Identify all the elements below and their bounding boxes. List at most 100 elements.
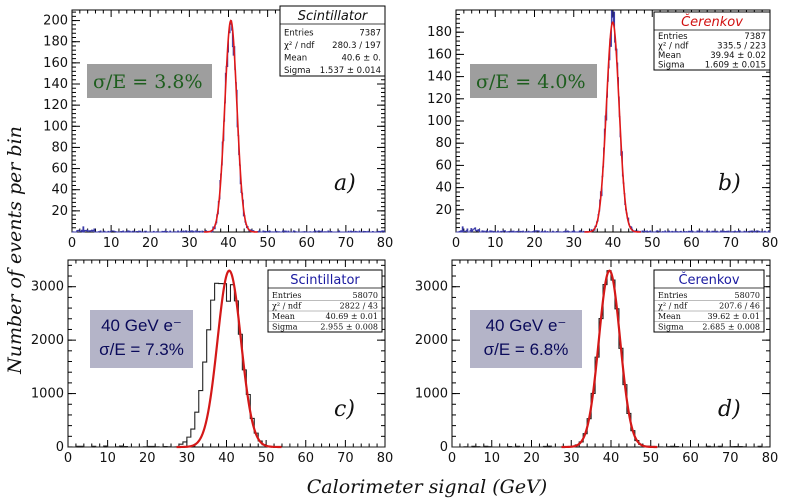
resolution-text: σ/E = 4.0% — [476, 71, 586, 93]
x-tick-label: 50 — [258, 451, 275, 466]
stats-key: Entries — [658, 32, 688, 42]
x-tick-label: 40 — [605, 236, 622, 251]
y-tick-label: 140 — [43, 77, 68, 92]
resolution-text: 40 GeV e⁻ — [101, 316, 182, 335]
x-tick-label: 0 — [448, 451, 456, 466]
x-tick-label: 0 — [64, 451, 72, 466]
stats-title: Scintillator — [298, 9, 369, 24]
x-tick-label: 10 — [99, 451, 116, 466]
x-tick-label: 80 — [377, 451, 394, 466]
x-tick-label: 70 — [722, 236, 739, 251]
y-tick-label: 180 — [43, 35, 68, 50]
stats-value: 40.6 ± 0. — [341, 53, 381, 63]
x-tick-label: 60 — [298, 236, 315, 251]
gaussian-fit-line — [176, 269, 282, 449]
resolution-box — [90, 310, 193, 368]
y-tick-label: 20 — [51, 204, 68, 219]
stats-title: Čerenkov — [681, 14, 743, 30]
y-tick-label: 140 — [427, 70, 452, 85]
stats-key: χ² / ndf — [658, 42, 689, 52]
y-tick-label: 20 — [435, 203, 452, 218]
y-tick-label: 3000 — [415, 280, 448, 295]
x-tick-label: 30 — [563, 451, 580, 466]
x-tick-label: 20 — [139, 451, 156, 466]
x-tick-label: 20 — [523, 451, 540, 466]
y-axis-title: Number of events per bin — [4, 126, 26, 375]
x-tick-label: 70 — [722, 451, 739, 466]
x-tick-label: 30 — [181, 236, 198, 251]
panel-c: 0 10 20 30 40 50 60 70 80 0 1000 2000 3000 Scintillat… — [31, 259, 394, 466]
x-tick-label: 0 — [452, 236, 460, 251]
stats-key: Mean — [284, 53, 307, 63]
stats-key: χ² / ndf — [284, 41, 315, 51]
y-tick-label: 200 — [43, 14, 68, 29]
y-tick-label: 80 — [435, 136, 452, 151]
stats-key: Mean — [658, 312, 681, 321]
y-tick-label: 60 — [51, 162, 68, 177]
y-tick-label: 100 — [427, 114, 452, 129]
y-tick-label: 1000 — [415, 387, 448, 402]
y-tick-label: 2000 — [415, 333, 448, 348]
stats-title: Scintillator — [290, 273, 360, 288]
y-tick-label: 120 — [43, 98, 68, 113]
panel-d: 0 10 20 30 40 50 60 70 80 0 1000 2000 3000 Čerenkov En… — [415, 259, 779, 466]
panel-label: c) — [334, 397, 355, 422]
x-tick-label: 40 — [218, 451, 235, 466]
x-tick-label: 50 — [644, 236, 661, 251]
x-axis-title: Calorimeter signal (GeV) — [307, 476, 547, 498]
stats-value: 2822 / 43 — [340, 301, 378, 310]
stats-value: 280.3 / 197 — [332, 41, 381, 51]
stats-key: Sigma — [658, 322, 684, 331]
x-tick-label: 10 — [103, 236, 120, 251]
stats-value: 7387 — [359, 28, 381, 38]
resolution-box — [87, 64, 212, 98]
x-tick-label: 80 — [762, 451, 779, 466]
y-tick-label: 80 — [51, 140, 68, 155]
resolution-text: σ/E = 6.8% — [484, 340, 569, 359]
gaussian-fit-line — [561, 269, 658, 449]
stats-key: Sigma — [272, 322, 298, 331]
stats-box — [653, 11, 771, 71]
y-tick-label: 160 — [43, 56, 68, 71]
stats-value: 58070 — [735, 291, 760, 300]
panel-label: b) — [718, 171, 741, 196]
stats-key: χ² / ndf — [272, 301, 302, 310]
stats-key: Entries — [272, 291, 301, 300]
x-tick-label: 30 — [179, 451, 196, 466]
histogram-series — [452, 270, 771, 448]
x-tick-label: 40 — [603, 451, 620, 466]
y-tick-label: 60 — [435, 158, 452, 173]
x-tick-label: 20 — [142, 236, 159, 251]
x-tick-label: 60 — [682, 451, 699, 466]
histogram-series — [456, 10, 771, 233]
stats-key: Mean — [658, 51, 681, 61]
x-tick-label: 10 — [483, 451, 500, 466]
stats-key: Entries — [658, 291, 687, 300]
stats-title: Čerenkov — [678, 272, 739, 288]
x-tick-label: 80 — [377, 236, 394, 251]
y-tick-label: 160 — [427, 47, 452, 62]
x-tick-label: 30 — [565, 236, 582, 251]
x-tick-label: 40 — [220, 236, 237, 251]
resolution-box — [470, 310, 582, 368]
x-tick-label: 70 — [337, 451, 354, 466]
x-tick-label: 20 — [526, 236, 543, 251]
y-tick-label: 1000 — [31, 387, 64, 402]
panel-b: 0 10 20 30 40 50 60 70 80 20 40 60 80 100 120 140 160 180… — [427, 9, 778, 251]
y-tick-label: 3000 — [31, 280, 64, 295]
gaussian-fit-line — [203, 19, 258, 233]
stats-value: 2.955 ± 0.008 — [320, 322, 378, 331]
y-tick-label: 0 — [440, 440, 448, 455]
stats-key: χ² / ndf — [658, 301, 688, 310]
x-tick-label: 60 — [683, 236, 700, 251]
stats-value: 1.537 ± 0.014 — [320, 66, 381, 76]
stats-value: 2.685 ± 0.008 — [702, 322, 760, 331]
x-tick-label: 0 — [68, 236, 76, 251]
y-tick-label: 2000 — [31, 333, 64, 348]
x-tick-label: 50 — [259, 236, 276, 251]
resolution-text: σ/E = 7.3% — [99, 340, 184, 359]
y-tick-label: 180 — [427, 25, 452, 40]
x-tick-label: 50 — [642, 451, 659, 466]
y-tick-label: 40 — [435, 181, 452, 196]
